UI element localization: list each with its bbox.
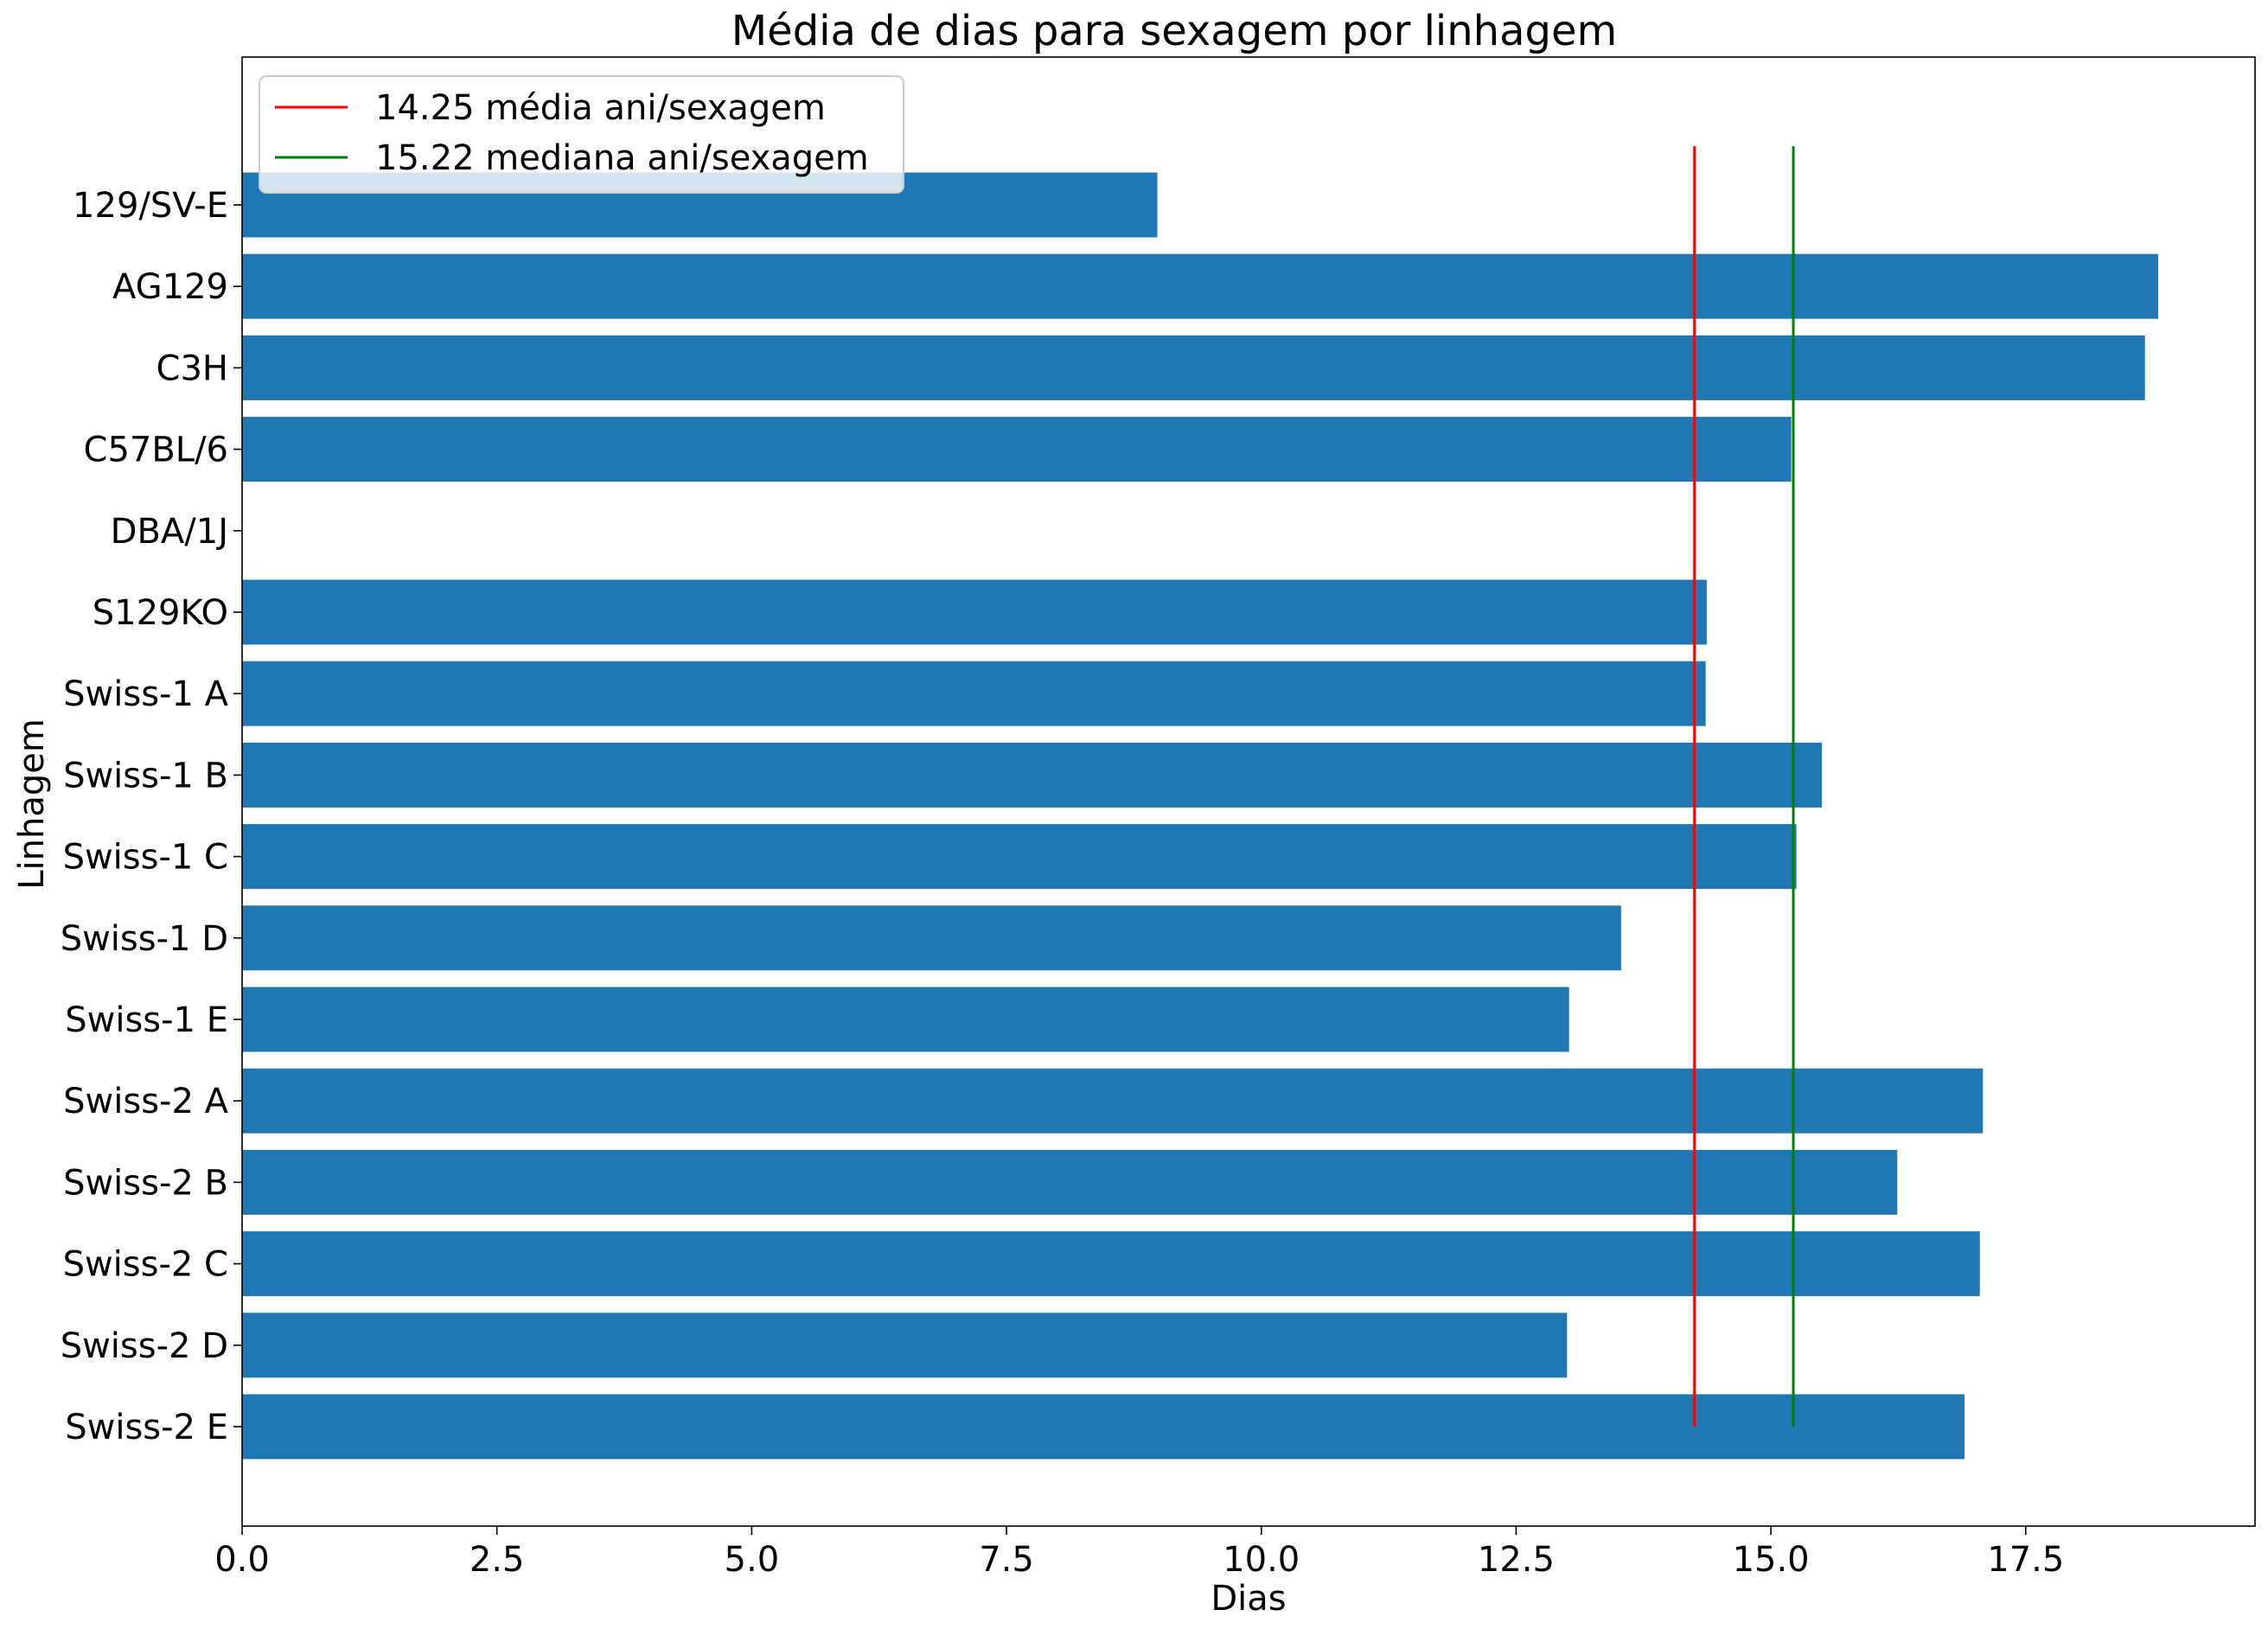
legend-box: [259, 75, 904, 194]
y-tick-label: Swiss-1 E: [65, 1000, 228, 1040]
y-tick-label: Swiss-1 B: [63, 756, 228, 795]
x-tick-label: 7.5: [979, 1540, 1034, 1580]
legend-label-mean: 14.25 média ani/sexagem: [375, 88, 826, 128]
chart-title: Média de dias para sexagem por linhagem: [732, 7, 1618, 55]
y-tick-label: 129/SV-E: [73, 186, 228, 226]
bar-swiss-2-b: [242, 1149, 1898, 1215]
x-tick-label: 17.5: [1987, 1540, 2064, 1580]
bar-swiss-1-d: [242, 905, 1621, 971]
bar-swiss-1-c: [242, 824, 1797, 890]
bar-c3h: [242, 335, 2145, 400]
bar-swiss-1-a: [242, 661, 1706, 726]
bars-group: [242, 172, 2159, 1460]
y-tick-label: C3H: [157, 348, 228, 388]
y-tick-label: DBA/1J: [111, 512, 228, 552]
y-axis: 129/SV-E AG129 C3H C57BL/6 DBA/1J S129KO Swiss…: [61, 186, 242, 1447]
y-tick-label: Swiss-2 B: [63, 1163, 228, 1203]
y-tick-label: Swiss-2 D: [61, 1326, 228, 1366]
bar-swiss-1-b: [242, 742, 1823, 808]
y-tick-label: Swiss-2 E: [65, 1408, 228, 1447]
y-tick-label: C57BL/6: [84, 431, 228, 470]
y-tick-label: Swiss-1 D: [61, 919, 228, 959]
plot-frame: [241, 56, 2256, 1527]
y-tick-label: Swiss-2 C: [63, 1245, 228, 1285]
y-tick-label: S129KO: [93, 593, 228, 633]
x-tick-label: 5.0: [725, 1540, 780, 1580]
x-tick-label: 15.0: [1733, 1540, 1810, 1580]
bar-swiss-1-e: [242, 987, 1569, 1052]
bar-swiss-2-a: [242, 1068, 1984, 1134]
y-tick-label: Swiss-1 C: [63, 838, 228, 878]
x-tick-label: 10.0: [1223, 1540, 1300, 1580]
x-tick-label: 12.5: [1478, 1540, 1555, 1580]
x-axis-label: Dias: [1211, 1579, 1286, 1619]
bar-c57bl-6: [242, 417, 1792, 482]
reference-lines-group: [1693, 146, 1795, 1427]
bar-swiss-2-d: [242, 1313, 1568, 1378]
bar-s129ko: [242, 579, 1707, 645]
y-tick-label: AG129: [112, 267, 228, 307]
y-tick-label: Swiss-2 A: [63, 1082, 228, 1121]
x-axis: 0.0 2.5 5.0 7.5 10.0 12.5 15.0 17.5: [214, 1526, 2064, 1580]
y-axis-label: Linhagem: [12, 719, 52, 890]
y-tick-label: Swiss-1 A: [63, 674, 228, 714]
bar-swiss-2-c: [242, 1231, 1980, 1297]
x-tick-label: 0.0: [214, 1540, 270, 1580]
x-tick-label: 2.5: [470, 1540, 525, 1580]
bar-ag129: [242, 253, 2159, 319]
bar-swiss-2-e: [242, 1394, 1965, 1460]
legend-label-median: 15.22 mediana ani/sexagem: [375, 138, 869, 178]
legend: 14.25 média ani/sexagem 15.22 mediana an…: [259, 75, 904, 194]
